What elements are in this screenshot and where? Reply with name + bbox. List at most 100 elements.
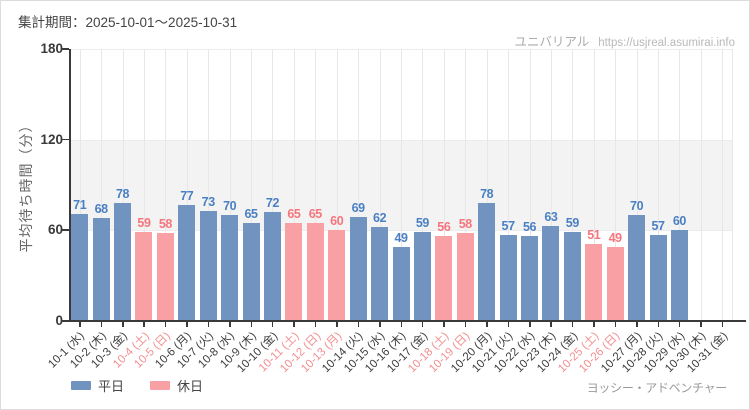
bar-value-label: 56	[437, 220, 451, 235]
bar-10-27	[628, 215, 646, 321]
x-tick	[271, 321, 274, 327]
bar-value-label: 59	[137, 215, 151, 230]
v-gridline	[486, 49, 488, 321]
bar-10-2	[92, 218, 110, 321]
bar-value-label: 56	[522, 220, 537, 235]
v-gridline	[379, 49, 381, 321]
bar-value-label: 65	[287, 206, 301, 221]
bar-10-9	[242, 222, 260, 321]
x-tick	[186, 321, 188, 327]
bar-value-label: 69	[351, 200, 366, 215]
v-gridline	[272, 49, 274, 321]
x-tick	[529, 321, 531, 327]
v-gridline	[658, 49, 660, 321]
y-tick-mark	[62, 48, 69, 50]
x-tick	[379, 321, 381, 327]
bar-10-21	[499, 234, 517, 321]
legend-swatch-holiday	[150, 381, 171, 390]
bar-value-label: 70	[630, 199, 644, 214]
v-gridline	[700, 49, 702, 321]
source-url-text: https://usjreal.asumirai.info	[598, 37, 735, 49]
bar-value-label: 65	[308, 206, 323, 221]
bar-value-label: 77	[180, 188, 194, 203]
v-gridline	[101, 49, 103, 321]
v-gridline	[79, 49, 81, 321]
legend-item-holiday[interactable]: 休日	[150, 376, 203, 395]
bar-10-25	[585, 243, 603, 321]
bar-value-label: 71	[73, 197, 87, 212]
bar-value-label: 78	[480, 187, 494, 202]
bar-10-11	[285, 222, 303, 321]
x-tick	[636, 321, 638, 327]
v-gridline	[143, 49, 145, 321]
y-tick-label-60: 60	[47, 222, 63, 238]
attraction-name: ヨッシー・アドベンチャー	[586, 381, 728, 395]
bar-value-label: 58	[458, 217, 473, 232]
bar-10-6	[178, 204, 196, 321]
legend-swatch-weekday	[71, 381, 91, 390]
v-gridline	[251, 49, 253, 321]
x-tick	[400, 321, 402, 327]
x-tick	[550, 321, 552, 327]
y-tick-label-180: 180	[40, 41, 63, 56]
v-gridline	[422, 49, 424, 321]
bar-10-1	[71, 213, 89, 321]
x-axis-line	[67, 320, 746, 322]
x-tick	[443, 321, 445, 327]
bar-10-7	[199, 210, 217, 321]
v-gridline-right-edge	[732, 49, 733, 321]
watermark: ユニバリアル https://usjreal.asumirai.info	[514, 31, 735, 50]
bar-value-label: 68	[94, 202, 109, 217]
bar-value-label: 57	[501, 218, 516, 233]
v-gridline	[293, 49, 295, 321]
v-gridline	[508, 49, 510, 321]
bar-value-label: 49	[394, 230, 408, 245]
bar-value-label: 73	[201, 194, 216, 209]
v-gridline	[208, 49, 210, 321]
y-tick-label-0: 0	[55, 313, 63, 328]
v-gridline	[186, 49, 188, 321]
bar-10-15	[371, 227, 389, 321]
bar-10-12	[306, 222, 324, 321]
bar-value-label: 59	[565, 215, 580, 230]
x-tick	[164, 321, 167, 327]
v-gridline	[679, 49, 681, 321]
v-gridline	[465, 49, 467, 321]
bar-10-10	[263, 212, 281, 321]
x-tick	[314, 321, 317, 327]
v-gridline	[593, 49, 595, 321]
x-tick	[421, 321, 424, 327]
legend-label: 平日	[98, 379, 125, 394]
bar-value-label: 60	[330, 214, 344, 229]
x-tick	[79, 321, 81, 327]
bar-value-label: 58	[158, 217, 173, 232]
bar-10-29	[670, 230, 688, 321]
v-gridline	[229, 49, 231, 321]
bar-10-13	[328, 230, 346, 321]
bar-10-20	[478, 203, 496, 321]
v-gridline	[722, 49, 724, 321]
bar-10-3	[114, 203, 132, 321]
v-gridline	[636, 49, 638, 321]
v-gridline	[443, 49, 445, 321]
bar-value-label: 57	[651, 218, 665, 233]
x-tick	[614, 321, 617, 327]
v-gridline	[315, 49, 317, 321]
x-tick	[593, 321, 595, 327]
y-axis-line	[69, 49, 71, 321]
brand-text: ユニバリアル	[514, 35, 590, 49]
y-tick-mark	[62, 138, 69, 141]
bar-value-label: 49	[608, 230, 623, 245]
bar-10-28	[649, 234, 667, 321]
y-tick-mark	[62, 320, 69, 322]
x-tick	[357, 321, 360, 327]
bar-10-16	[392, 246, 410, 321]
y-tick-mark	[62, 229, 69, 231]
v-gridline	[122, 49, 124, 321]
legend-item-weekday[interactable]: 平日	[71, 376, 124, 395]
v-gridline	[165, 49, 167, 321]
report-period-title: 集計期間：2025-10-01～2025-10-31	[18, 15, 238, 30]
bar-value-label: 65	[244, 206, 259, 221]
x-tick	[250, 321, 253, 327]
x-tick	[571, 321, 574, 327]
